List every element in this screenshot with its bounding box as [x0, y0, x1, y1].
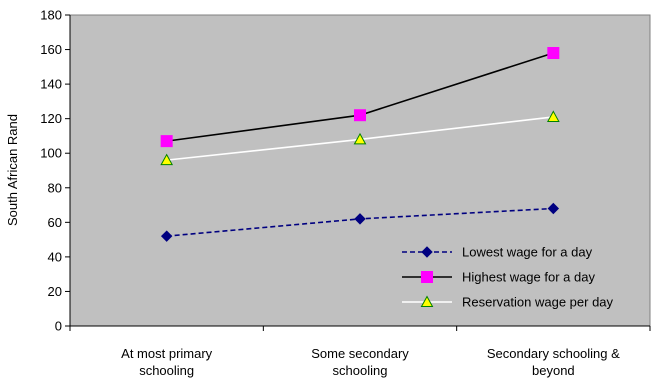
data-point: [546, 110, 560, 122]
legend: Lowest wage for a day Highest wage for a …: [402, 245, 614, 310]
data-point: [547, 202, 560, 215]
x-category-label: Some secondary schooling: [311, 346, 409, 378]
x-category-label: Secondary schooling & beyond: [487, 346, 620, 378]
legend-swatch-marker: [421, 246, 433, 258]
y-tick-label: 20: [48, 284, 62, 299]
y-tick-label: 140: [40, 77, 62, 92]
y-tick-label: 80: [48, 180, 62, 195]
data-point: [354, 213, 366, 225]
legend-label: Reservation wage per day: [462, 295, 614, 310]
y-tick-label: 180: [40, 8, 62, 23]
legend-entry: Reservation wage per day: [402, 295, 614, 310]
data-point: [160, 230, 173, 242]
legend-entry: Highest wage for a day: [402, 270, 595, 285]
y-tick-label: 120: [40, 111, 62, 126]
plot-area: [69, 14, 651, 327]
y-axis-ticks: 0 20 40 60 80 100 120 140 160 180: [40, 8, 70, 334]
series-1: [160, 47, 560, 148]
series-2: [160, 110, 560, 166]
data-point: [353, 132, 367, 145]
x-axis-categories: At most primary schooling Some secondary sc…: [69, 326, 651, 378]
axes: [69, 15, 650, 327]
legend-swatch-marker: [420, 295, 434, 307]
series-layer: [160, 47, 560, 242]
data-point: [354, 109, 366, 122]
y-tick-label: 60: [48, 215, 62, 230]
y-tick-label: 0: [55, 319, 62, 334]
data-point: [160, 153, 174, 166]
legend-label: Highest wage for a day: [462, 270, 595, 285]
data-point: [547, 47, 560, 60]
legend-label: Lowest wage for a day: [462, 245, 593, 260]
legend-entry: Lowest wage for a day: [402, 245, 593, 260]
y-tick-label: 160: [40, 42, 62, 57]
y-tick-label: 100: [40, 146, 62, 161]
data-point: [160, 135, 173, 148]
y-axis-label: South African Rand: [5, 114, 20, 226]
y-tick-label: 40: [48, 249, 62, 264]
legend-swatch-marker: [421, 271, 433, 283]
x-category-label: At most primary schooling: [121, 346, 213, 378]
series-0: [160, 202, 560, 242]
